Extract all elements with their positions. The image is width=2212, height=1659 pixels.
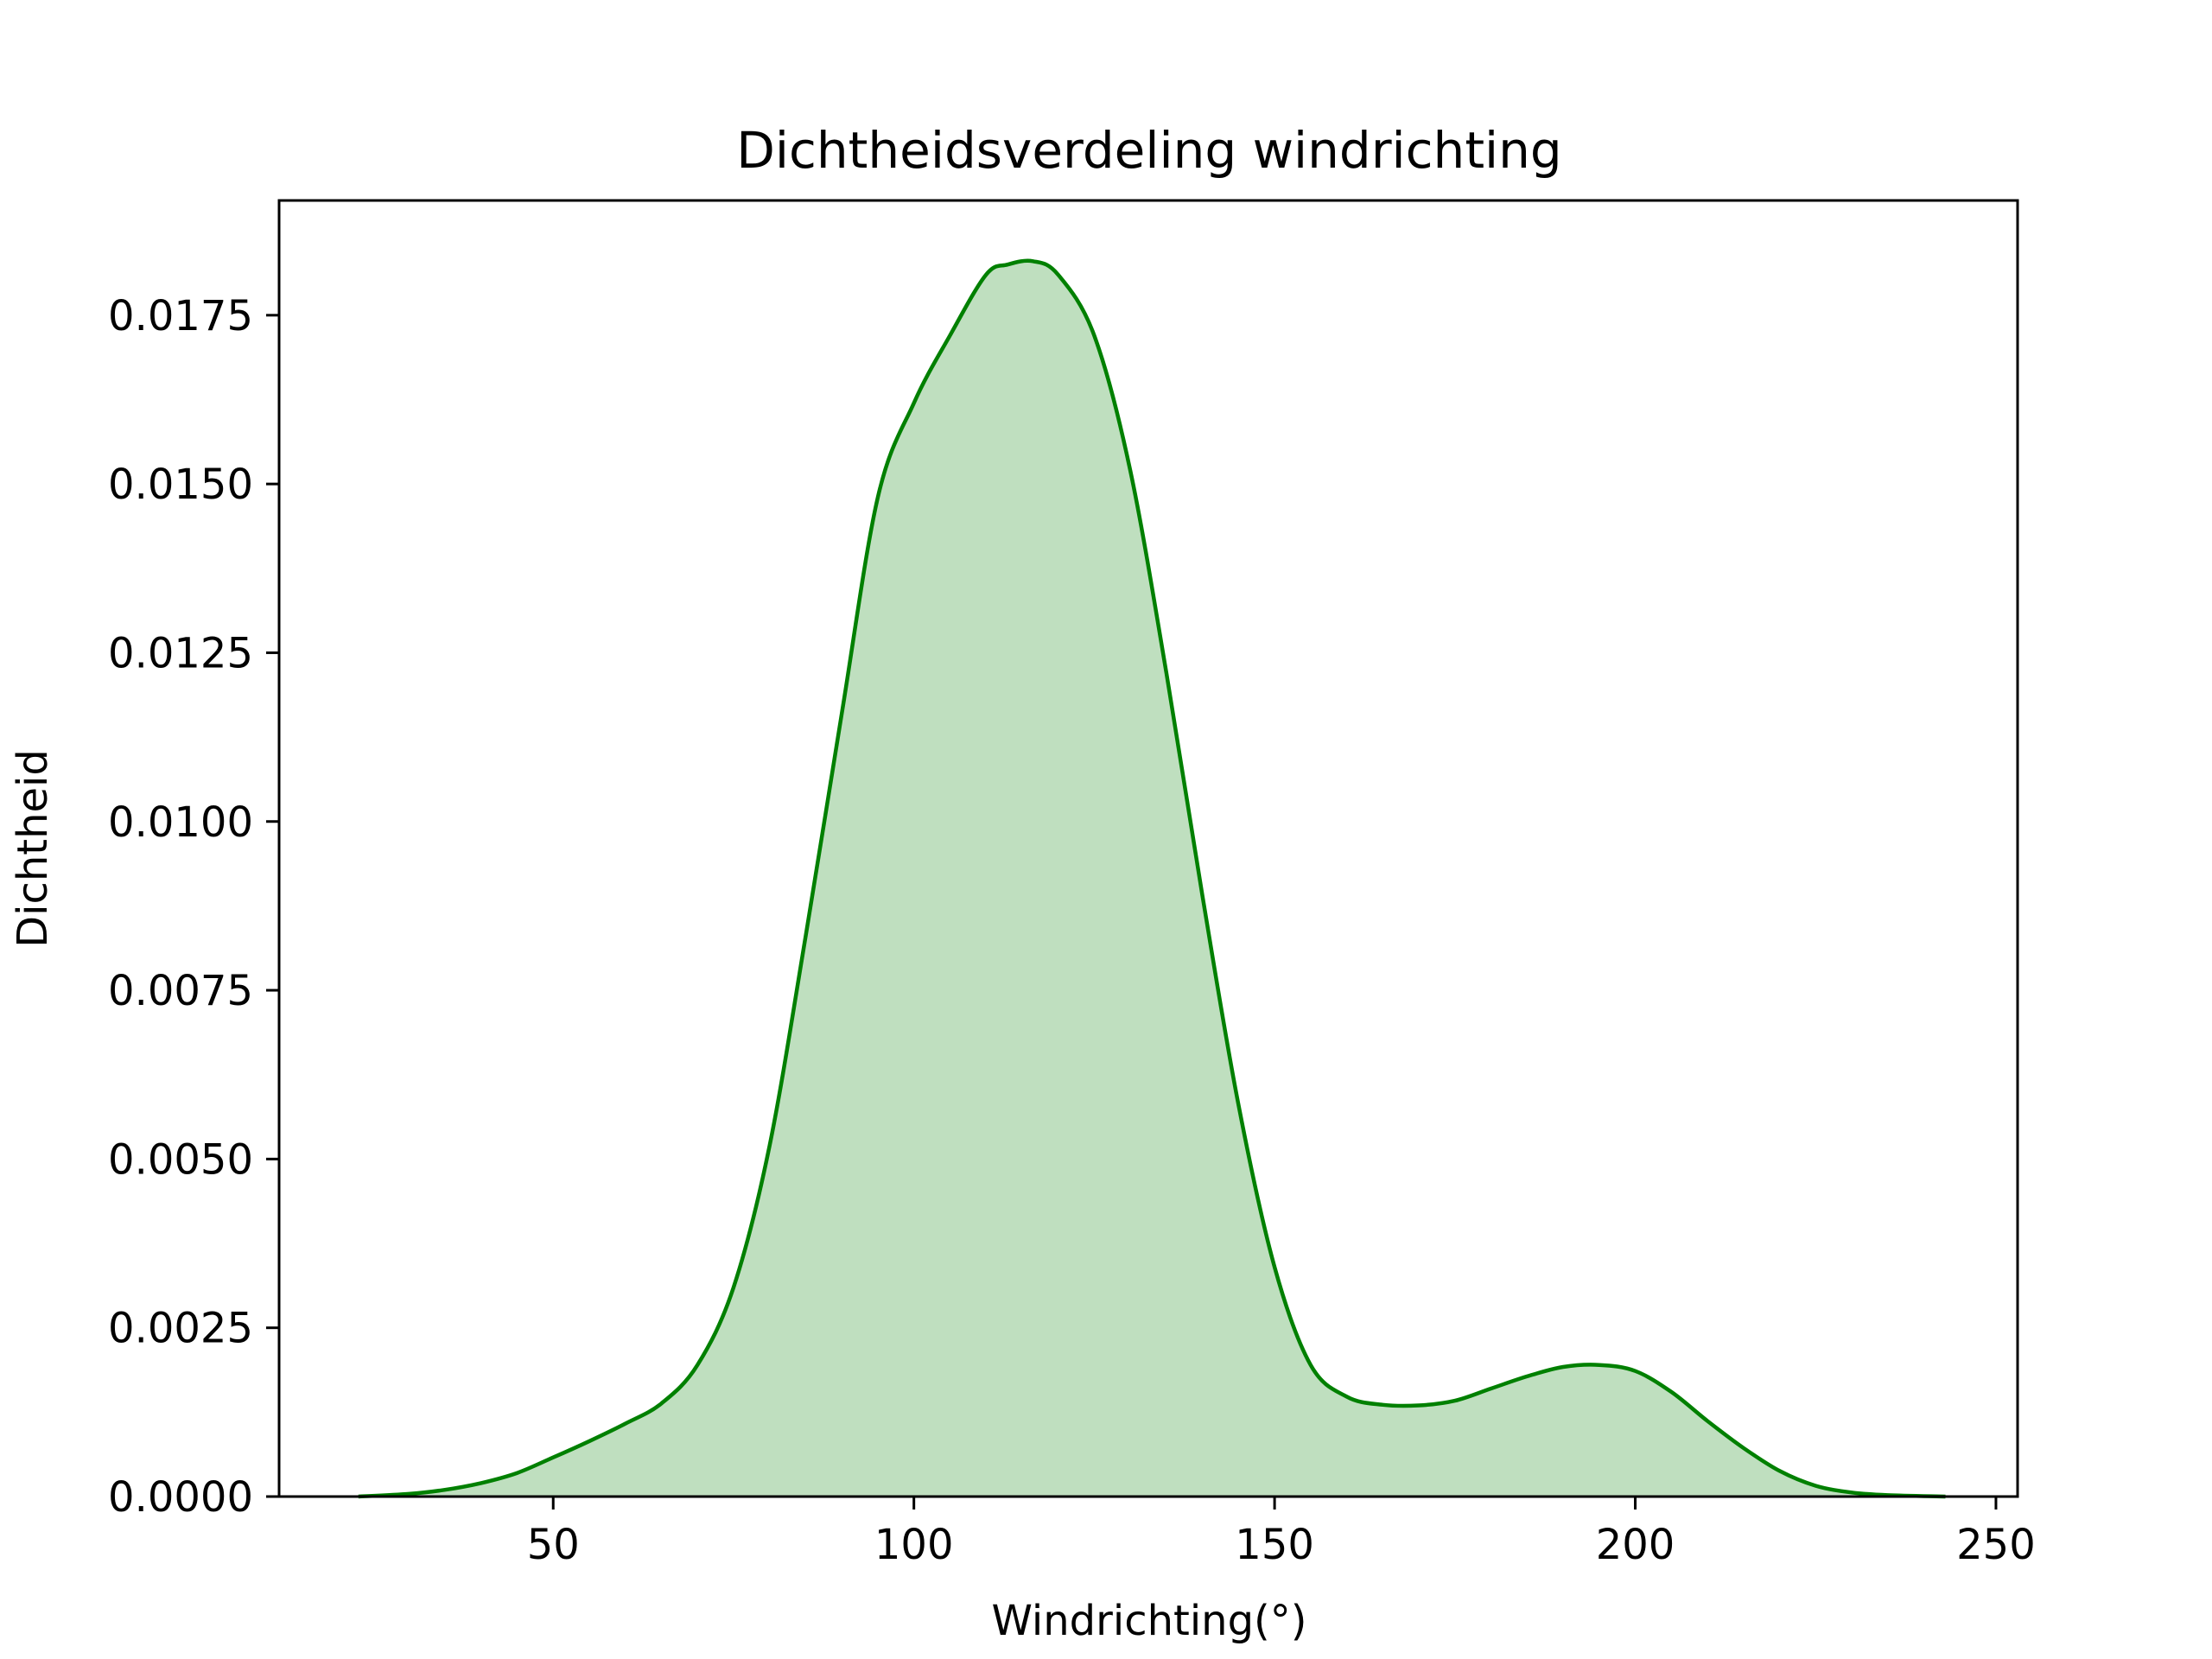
y-tick-label: 0.0050 (108, 1135, 253, 1184)
y-tick-label: 0.0025 (108, 1305, 253, 1353)
chart-title: Dichtheidsverdeling windrichting (736, 121, 1562, 180)
axes-frame (277, 199, 2019, 1498)
x-tick-label: 150 (1235, 1521, 1314, 1569)
y-tick-label: 0.0000 (108, 1473, 253, 1522)
x-tick-label: 200 (1596, 1521, 1675, 1569)
y-tick-label: 0.0175 (108, 292, 253, 340)
y-tick-label: 0.0125 (108, 629, 253, 677)
density-line (358, 258, 1946, 1499)
x-axis-label: Windrichting(°) (991, 1597, 1306, 1645)
y-tick-label: 0.0150 (108, 461, 253, 509)
y-tick-label: 0.0100 (108, 798, 253, 847)
y-tick-label: 0.0075 (108, 967, 253, 1015)
x-axis-ticks: 50 100 150 200 250 (527, 1497, 2036, 1569)
y-axis-ticks: 0.0000 0.0025 0.0050 0.0075 0.0100 0.0125 0.01… (108, 292, 279, 1522)
y-axis-label: Dichtheid (9, 749, 57, 948)
x-tick-label: 100 (874, 1521, 954, 1569)
plot-area (277, 199, 2019, 1499)
x-tick-label: 50 (527, 1521, 580, 1569)
x-tick-label: 250 (1956, 1521, 2036, 1569)
density-area-fill (358, 260, 1946, 1497)
